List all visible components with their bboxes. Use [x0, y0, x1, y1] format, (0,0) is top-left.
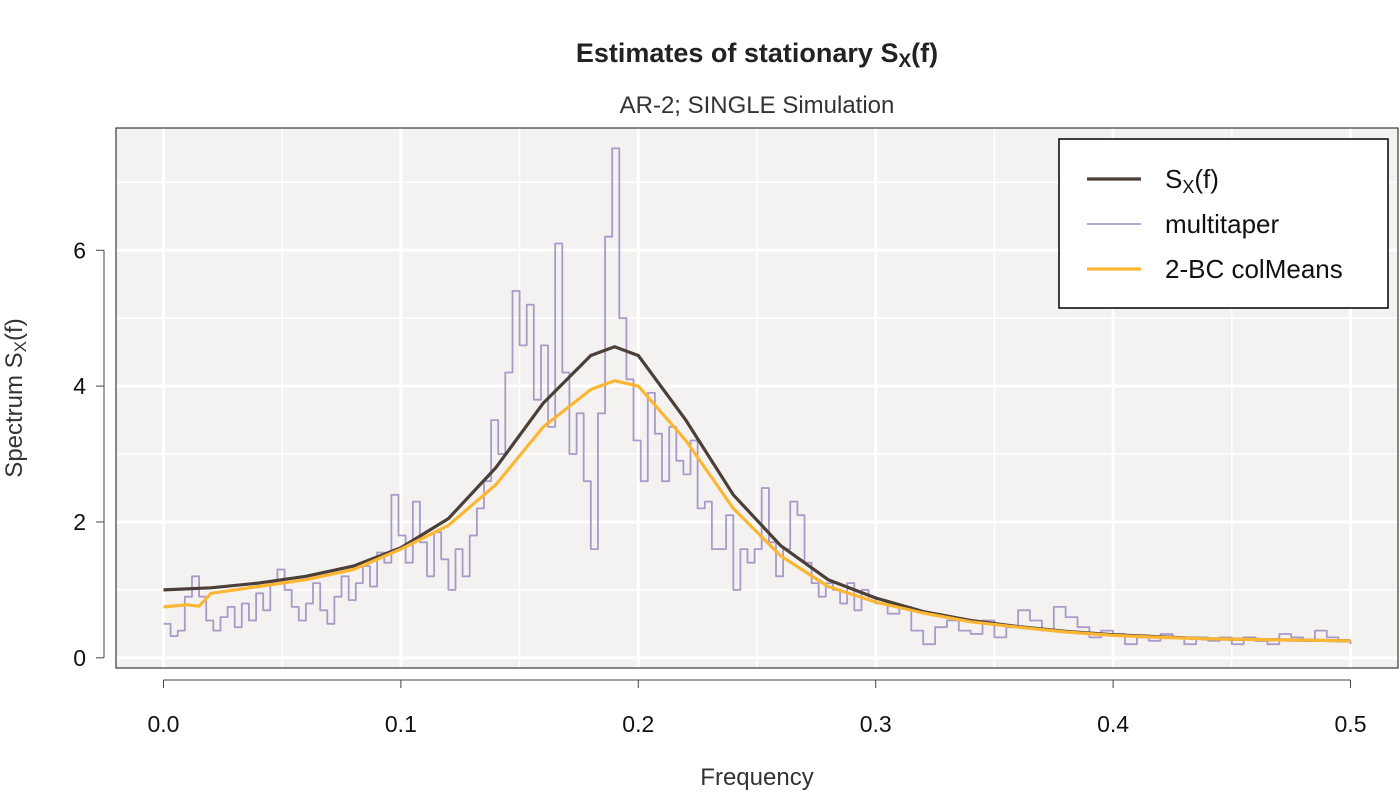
chart-title: Estimates of stationary SX(f)	[576, 38, 938, 72]
y-tick-label: 4	[73, 373, 86, 399]
y-axis-label-subscript: X	[11, 341, 30, 352]
chart-title-subscript: X	[898, 51, 911, 72]
legend-entry-true-spectrum-main: S	[1165, 164, 1182, 194]
legend-entry-true-spectrum-tail: (f)	[1194, 164, 1219, 194]
legend-entry-true-spectrum: SX(f)	[1165, 164, 1219, 197]
x-axis-label: Frequency	[700, 764, 813, 791]
x-tick-label: 0.2	[622, 711, 654, 737]
chart-title-main: Estimates of stationary S	[576, 38, 899, 68]
chart-subtitle: AR-2; SINGLE Simulation	[620, 92, 895, 119]
chart-title-tail: (f)	[911, 38, 938, 68]
legend-entry-2bc-colmeans: 2-BC colMeans	[1165, 254, 1343, 284]
y-tick-label: 2	[73, 509, 86, 535]
legend: SX(f) multitaper 2-BC colMeans	[1058, 138, 1389, 309]
y-axis-label-main: Spectrum S	[1, 352, 28, 477]
series-layer	[163, 147, 1352, 646]
series-line-multitaper	[163, 147, 1352, 646]
series-line-2bc-colmeans	[163, 379, 1351, 643]
y-axis-ticks: 0 2 4 6	[73, 237, 105, 671]
legend-entry-multitaper: multitaper	[1165, 209, 1279, 239]
y-tick-label: 0	[73, 645, 86, 671]
x-tick-label: 0.1	[385, 711, 417, 737]
y-axis-label: Spectrum SX(f)	[1, 318, 30, 477]
x-tick-label: 0.0	[147, 711, 179, 737]
x-axis-ticks: 0.0 0.1 0.2 0.3 0.4 0.5	[147, 679, 1367, 737]
x-tick-label: 0.5	[1335, 711, 1367, 737]
y-axis-label-tail: (f)	[1, 318, 28, 341]
x-tick-label: 0.3	[860, 711, 892, 737]
plot-panel-frame	[115, 127, 1399, 669]
y-tick-label: 6	[73, 237, 86, 263]
x-tick-label: 0.4	[1097, 711, 1129, 737]
legend-entry-true-spectrum-subscript: X	[1182, 177, 1194, 197]
